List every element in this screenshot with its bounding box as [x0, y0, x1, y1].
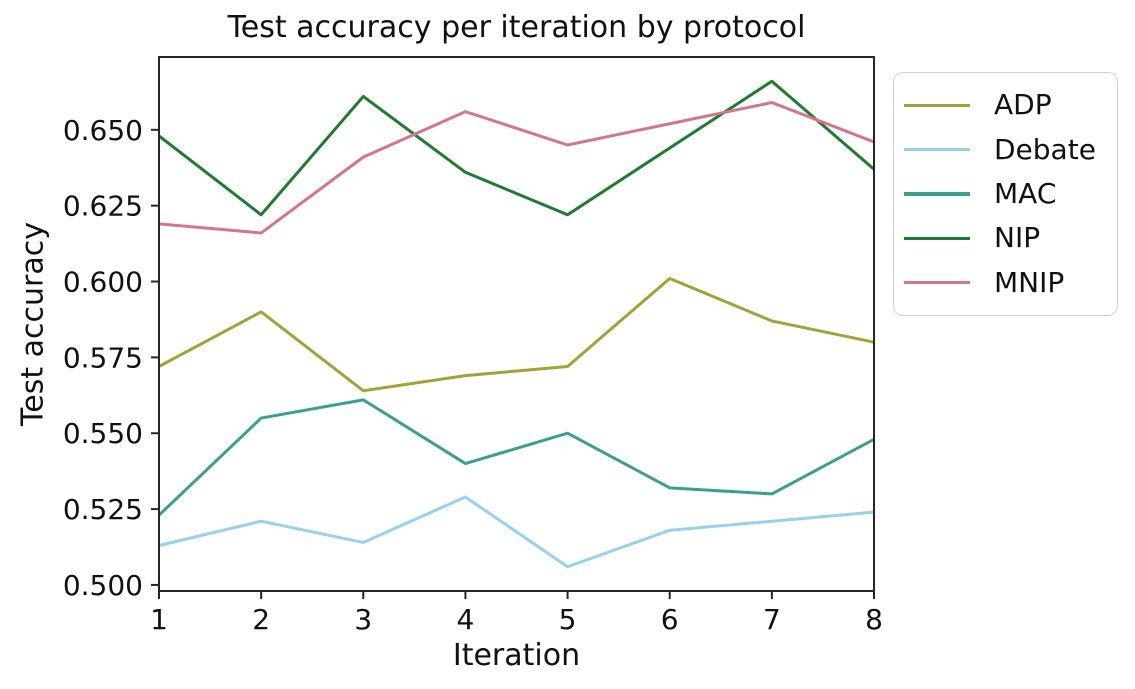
x-tick-label-4: 4	[457, 603, 475, 636]
x-tick-label-8: 8	[865, 603, 883, 636]
series-line-MNIP	[158, 101, 875, 235]
x-tick-label-6: 6	[661, 603, 679, 636]
x-tick-label-5: 5	[559, 603, 577, 636]
y-tick-label-0.550: 0.550	[63, 417, 143, 450]
y-tick-label-0.600: 0.600	[63, 266, 143, 299]
legend-label-NIP: NIP	[994, 221, 1041, 255]
x-tick-label-1: 1	[150, 603, 168, 636]
x-tick-label-7: 7	[763, 603, 781, 636]
plot-frame	[158, 56, 875, 592]
series-line-Debate	[158, 495, 875, 569]
series-line-ADP	[158, 276, 875, 393]
series-line-MAC	[157, 398, 875, 517]
legend-label-MAC: MAC	[994, 176, 1057, 210]
y-tick-label-0.625: 0.625	[63, 190, 143, 223]
y-tick-label-0.500: 0.500	[63, 569, 143, 602]
legend-item-Debate: Debate	[894, 132, 1117, 166]
series-line-NIP	[158, 79, 875, 217]
legend-item-MNIP: MNIP	[894, 265, 1117, 299]
x-axis-label: Iteration	[452, 638, 581, 673]
legend-swatch-NIP	[904, 236, 970, 241]
x-tick-label-2: 2	[252, 603, 270, 636]
y-axis-label: Test accuracy	[15, 222, 51, 426]
legend-swatch-MAC	[904, 192, 970, 196]
legend-swatch-ADP	[904, 103, 970, 108]
chart-title: Test accuracy per iteration by protocol	[227, 10, 806, 45]
legend-label-ADP: ADP	[994, 88, 1052, 122]
legend-label-Debate: Debate	[994, 132, 1096, 166]
legend-swatch-MNIP	[904, 280, 970, 285]
legend-item-NIP: NIP	[894, 224, 1117, 252]
legend-swatch-Debate	[904, 147, 970, 152]
y-tick-label-0.650: 0.650	[63, 114, 143, 147]
legend-item-ADP: ADP	[894, 91, 1117, 119]
y-tick-label-0.575: 0.575	[63, 341, 143, 374]
x-tick-label-3: 3	[354, 603, 372, 636]
legend-item-MAC: MAC	[894, 176, 1117, 210]
legend-label-MNIP: MNIP	[994, 265, 1065, 299]
y-tick-label-0.525: 0.525	[63, 493, 143, 526]
legend: ADP Debate MAC NIP MNIP	[893, 72, 1118, 316]
